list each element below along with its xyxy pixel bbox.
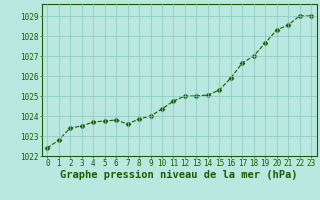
X-axis label: Graphe pression niveau de la mer (hPa): Graphe pression niveau de la mer (hPa) (60, 170, 298, 180)
